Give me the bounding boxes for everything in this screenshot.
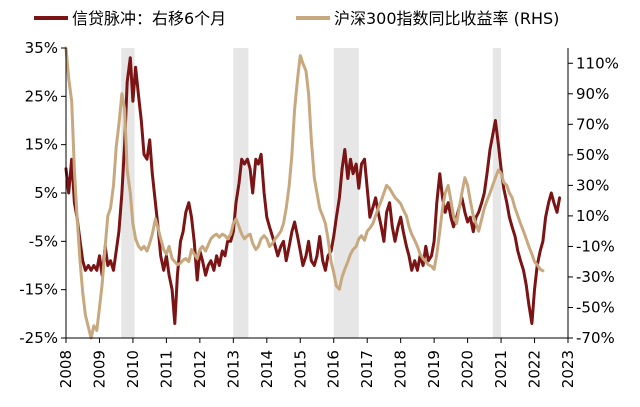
left-tick-label: 5% [34, 184, 58, 202]
x-tick-label: 2020 [459, 350, 477, 388]
x-tick-label: 2019 [425, 350, 443, 388]
x-tick-label: 2009 [90, 350, 108, 388]
x-tick-label: 2022 [526, 350, 544, 388]
legend-item-credit: 信贷脉冲：右移6个月 [34, 9, 226, 28]
legend: 信贷脉冲：右移6个月 沪深300指数同比收益率 (RHS) [34, 9, 559, 28]
shaded-period-1 [233, 48, 249, 338]
x-tick-label: 2017 [358, 350, 376, 388]
right-tick-label: 90% [576, 85, 609, 103]
x-tick-label: 2021 [492, 350, 510, 388]
legend-label-csi: 沪深300指数同比收益率 (RHS) [334, 9, 559, 28]
right-tick-label: -50% [576, 298, 615, 316]
legend-item-csi: 沪深300指数同比收益率 (RHS) [296, 9, 559, 28]
left-tick-label: -25% [19, 329, 58, 347]
legend-label-credit: 信贷脉冲：右移6个月 [72, 9, 226, 28]
right-tick-label: -10% [576, 237, 615, 255]
left-tick-label: -5% [29, 232, 58, 250]
left-tick-label: 35% [25, 39, 58, 57]
series-line-csi [64, 46, 545, 340]
right-tick-label: 70% [576, 115, 609, 133]
left-tick-label: -15% [19, 281, 58, 299]
right-tick-label: 30% [576, 176, 609, 194]
right-tick-label: 50% [576, 146, 609, 164]
left-tick-label: 25% [25, 87, 58, 105]
x-tick-label: 2013 [224, 350, 242, 388]
x-tick-label: 2008 [57, 350, 75, 388]
x-tick-label: 2014 [258, 350, 276, 388]
series-lines [64, 46, 562, 340]
x-tick-label: 2016 [325, 350, 343, 388]
x-tick-label: 2018 [392, 350, 410, 388]
shaded-period-3 [492, 48, 502, 338]
shaded-period-2 [333, 48, 359, 338]
x-tick-label: 2010 [124, 350, 142, 388]
series-line-credit [64, 56, 562, 325]
right-tick-label: 10% [576, 207, 609, 225]
left-tick-label: 15% [25, 136, 58, 154]
x-tick-label: 2015 [291, 350, 309, 388]
right-tick-label: 110% [576, 54, 619, 72]
right-tick-label: -30% [576, 268, 615, 286]
right-tick-label: -70% [576, 329, 615, 347]
axes: 35% 25% 15% 5% -5% -15% -25% 110% 90% 70% 50% 30% 10… [19, 39, 619, 388]
x-tick-label: 2023 [559, 350, 577, 388]
x-tick-label: 2011 [157, 350, 175, 388]
x-tick-label: 2012 [191, 350, 209, 388]
